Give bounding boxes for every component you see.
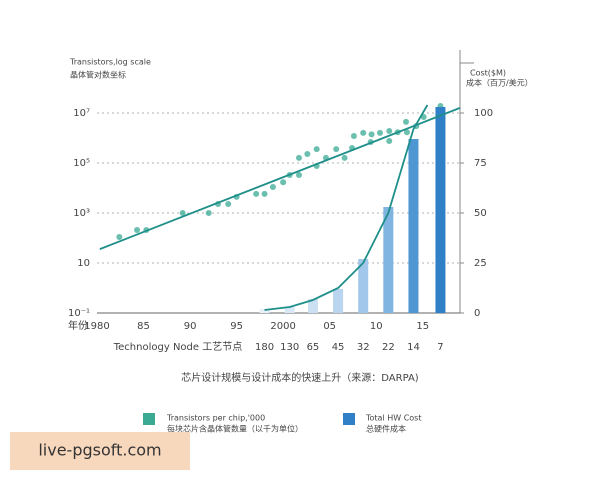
x-tick-label: 15: [416, 321, 429, 332]
bar: [358, 259, 369, 313]
x-tick-label: 10: [370, 321, 383, 332]
legend-swatch: [143, 413, 155, 425]
y2-tick-label: 0: [474, 308, 480, 319]
point: [386, 137, 393, 144]
point: [304, 150, 311, 157]
y2-axis-label: Cost($M): [470, 69, 506, 78]
y2-tick-label: 75: [474, 158, 487, 169]
y-tick-label: 10: [77, 258, 90, 269]
y-tick-label: 10⁻¹: [68, 308, 90, 319]
node-tick-label: 7: [437, 342, 443, 353]
y2-axis-label-cn: 成本（百万/美元）: [466, 78, 533, 88]
legend-sublabel: 每块芯片含晶体管数量（以千为单位）: [167, 424, 303, 434]
bar: [408, 139, 419, 313]
point: [269, 183, 276, 190]
point: [360, 129, 367, 136]
legend-swatch: [343, 413, 355, 425]
point: [350, 133, 357, 140]
x-axis-label: 年份: [68, 319, 88, 332]
y2-tick-label: 25: [474, 258, 487, 269]
x-tick-label: 2000: [270, 321, 295, 332]
point: [116, 233, 123, 240]
y2-tick-label: 100: [474, 108, 493, 119]
node-tick-label: 32: [357, 342, 370, 353]
point: [386, 128, 393, 135]
point: [134, 226, 141, 233]
bar: [435, 107, 446, 313]
node-tick-label: 65: [307, 342, 320, 353]
point: [295, 154, 302, 161]
point: [403, 118, 410, 125]
point: [295, 172, 302, 179]
y2-tick-label: 50: [474, 208, 487, 219]
point: [179, 210, 186, 216]
watermark: live-pgsoft.com: [38, 441, 161, 460]
y-axis-label: Transistors,log scale: [69, 58, 151, 67]
x-tick-label: 1980: [84, 321, 109, 332]
x-tick-label: 90: [184, 321, 197, 332]
bar: [333, 289, 344, 313]
node-tick-label: 180: [255, 342, 274, 353]
bar: [284, 307, 295, 313]
point: [376, 129, 383, 136]
x-tick-label: 85: [137, 321, 150, 332]
x-tick-label: 05: [323, 321, 336, 332]
point: [261, 190, 268, 197]
legend-label: Transistors per chip,'000: [166, 414, 265, 423]
watermark-box: [10, 432, 190, 470]
trend-line: [99, 107, 461, 250]
point: [333, 146, 340, 153]
x-tick-label: 95: [230, 321, 243, 332]
caption: 芯片设计规模与设计成本的快速上升（来源：DARPA): [181, 371, 419, 384]
y-axis-label-cn: 晶体管对数坐标: [70, 70, 126, 80]
bar: [383, 207, 394, 313]
trend-line: [264, 104, 429, 311]
point: [313, 146, 320, 153]
legend-sublabel: 总硬件成本: [366, 424, 406, 434]
y-tick-label: 10⁵: [73, 158, 90, 169]
point: [253, 190, 260, 197]
node-tick-label: 14: [407, 342, 420, 353]
node-label: Technology Node 工艺节点: [113, 341, 242, 353]
point: [368, 131, 375, 138]
point: [280, 179, 287, 186]
y-tick-label: 10⁷: [73, 108, 90, 119]
legend-label: Total HW Cost: [365, 414, 421, 423]
point: [225, 200, 232, 207]
node-tick-label: 130: [280, 342, 299, 353]
point: [205, 210, 212, 216]
bar: [259, 309, 270, 313]
point: [403, 129, 410, 136]
node-tick-label: 22: [382, 342, 395, 353]
point: [341, 154, 348, 161]
node-tick-label: 45: [332, 342, 345, 353]
bar: [307, 299, 318, 313]
y-tick-label: 10³: [73, 208, 90, 219]
